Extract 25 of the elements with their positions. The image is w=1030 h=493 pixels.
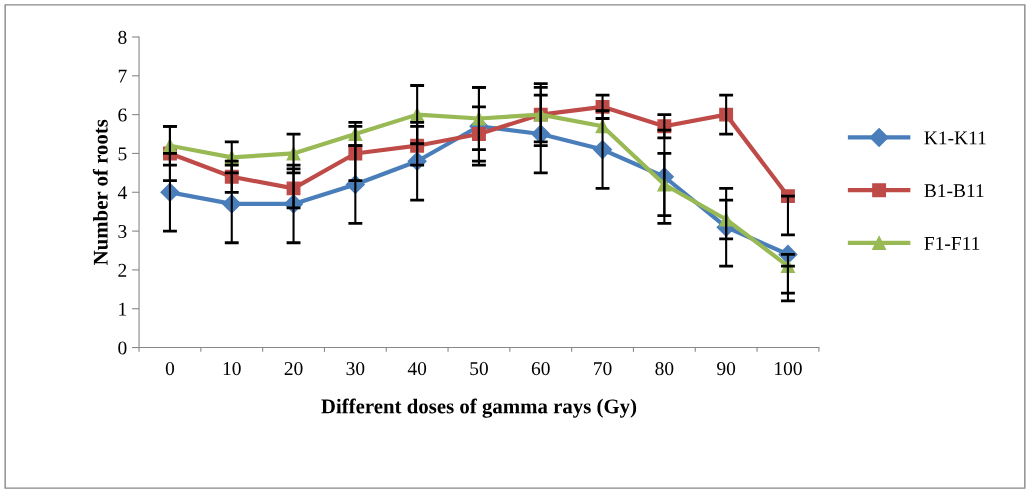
y-tick-label: 7 — [118, 69, 127, 83]
x-tick-label: 0 — [165, 362, 175, 376]
y-tick-label: 0 — [118, 341, 127, 355]
y-tick-label: 3 — [118, 224, 127, 239]
x-tick-label: 90 — [717, 362, 736, 376]
x-tick-label: 30 — [346, 362, 365, 376]
x-tick-label: 70 — [594, 362, 612, 376]
y-tick-label: 4 — [117, 186, 127, 200]
x-tick-label: 20 — [284, 362, 303, 376]
x-tick-label: 40 — [407, 362, 427, 376]
x-tick-label: 50 — [470, 362, 488, 376]
y-tick-label: 2 — [118, 263, 127, 277]
x-tick-label: 10 — [223, 362, 241, 376]
y-axis-title: Number of roots — [92, 119, 108, 265]
y-tick-label: 6 — [118, 108, 127, 122]
legend-label: B1-B11 — [924, 184, 984, 198]
x-tick-label: 80 — [655, 362, 674, 376]
legend-label: K1-K11 — [924, 131, 986, 145]
x-axis-title: Different doses of gamma rays (Gy) — [321, 398, 637, 418]
x-tick-label: 100 — [775, 362, 802, 376]
y-tick-label: 8 — [118, 30, 127, 44]
y-tick-label: 5 — [118, 147, 127, 161]
x-tick-label: 60 — [531, 362, 550, 376]
y-tick-label: 1 — [119, 302, 127, 316]
legend-label: F1-F11 — [924, 236, 980, 250]
